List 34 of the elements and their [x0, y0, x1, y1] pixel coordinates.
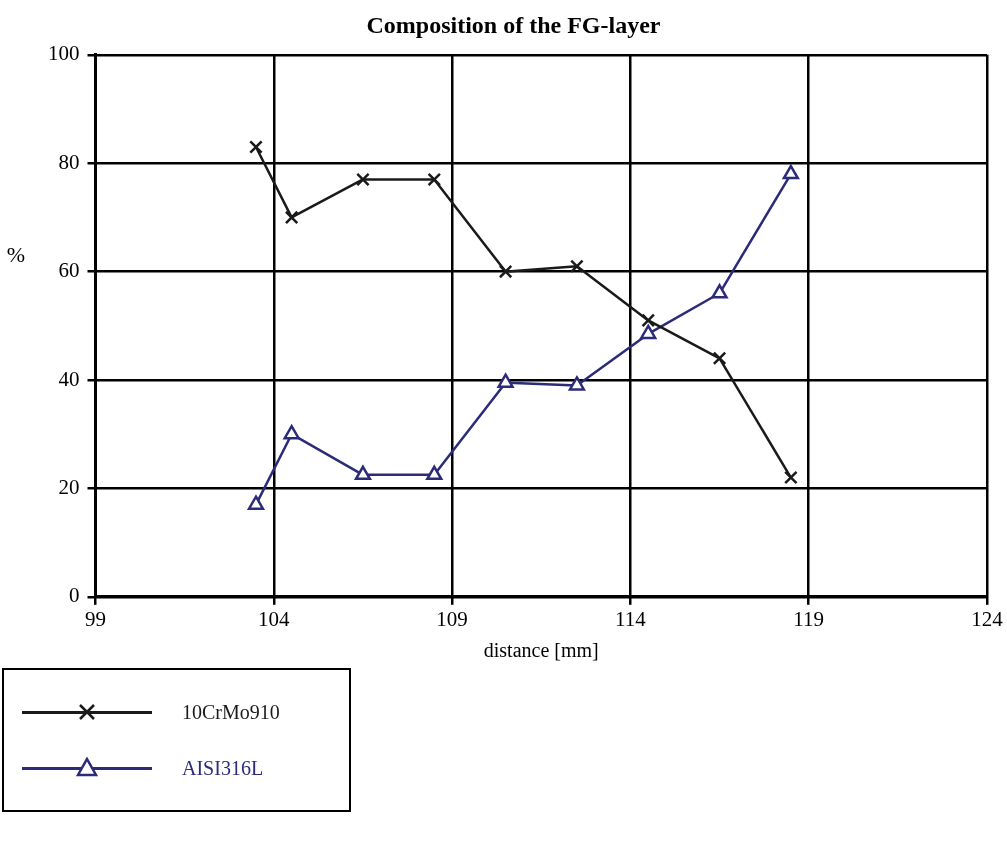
point — [249, 140, 263, 154]
point — [497, 373, 514, 388]
point — [427, 172, 442, 187]
y-tick-label: 60 — [58, 258, 80, 283]
text: AISI316L — [182, 756, 264, 780]
y-tick-label: 100 — [48, 41, 80, 66]
point — [283, 424, 300, 440]
chart-title: Composition of the FG-layer — [366, 11, 661, 38]
point — [712, 351, 727, 366]
x-tick-label: 119 — [793, 606, 825, 631]
point — [783, 470, 798, 485]
point — [354, 465, 372, 481]
y-axis-title: % — [6, 241, 26, 267]
point — [570, 259, 584, 274]
point — [568, 376, 586, 391]
point — [356, 172, 370, 187]
point — [247, 495, 265, 510]
x-tick-label: 114 — [615, 606, 647, 631]
x-tick-label: 99 — [85, 606, 106, 631]
x-axis-title: distance [mm] — [483, 639, 599, 662]
x-tick-label: 109 — [436, 606, 468, 631]
x-tick-label: 124 — [971, 606, 1004, 631]
y-tick-label: 0 — [69, 583, 80, 608]
y-tick-label: 80 — [58, 149, 80, 174]
text: 10CrMo910 — [182, 700, 280, 724]
point — [641, 313, 656, 328]
y-tick-label: 40 — [58, 366, 80, 391]
x-tick-label: 104 — [258, 606, 291, 631]
point — [640, 324, 657, 340]
y-tick-label: 20 — [58, 474, 80, 499]
point — [498, 264, 513, 279]
point — [284, 210, 299, 225]
point — [711, 284, 728, 299]
point — [426, 465, 443, 481]
